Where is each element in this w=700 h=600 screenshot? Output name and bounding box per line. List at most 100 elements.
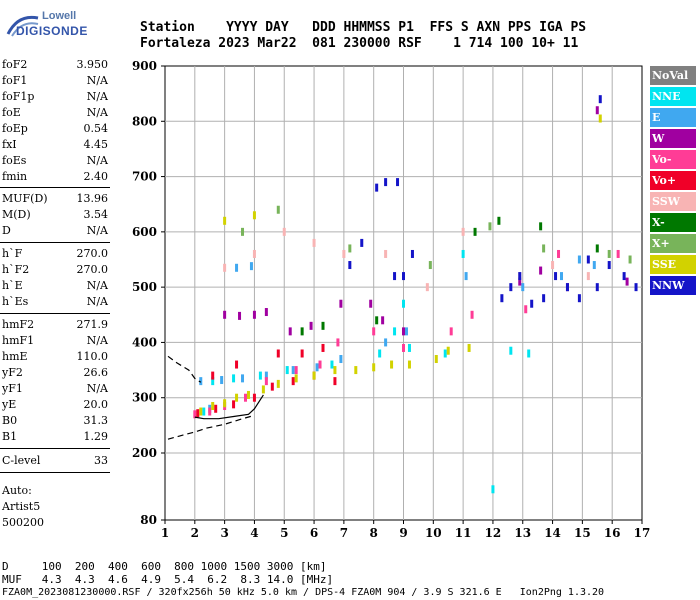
echo-point bbox=[208, 407, 212, 416]
profile-curve-dashed-upper bbox=[167, 355, 202, 383]
echo-point bbox=[288, 327, 292, 336]
x-tick-label: 8 bbox=[370, 526, 378, 540]
param-name: hmE bbox=[2, 350, 28, 363]
param-name: foF2 bbox=[2, 58, 28, 71]
echo-point bbox=[622, 272, 626, 281]
echo-point bbox=[300, 327, 304, 336]
x-tick-label: 2 bbox=[191, 526, 199, 540]
echo-point bbox=[199, 407, 203, 416]
echo-point bbox=[425, 283, 429, 292]
echo-point bbox=[243, 393, 247, 402]
echo-point bbox=[291, 377, 295, 386]
param-value: N/A bbox=[86, 90, 108, 103]
echo-point bbox=[577, 294, 581, 303]
echo-point bbox=[470, 310, 474, 319]
logo-swoosh-icon bbox=[6, 15, 39, 37]
echo-point bbox=[598, 114, 602, 123]
distance-row: D 100 200 400 600 800 1000 1500 3000 [km… bbox=[2, 560, 327, 573]
echo-point bbox=[530, 299, 534, 308]
y-tick-label: 400 bbox=[132, 335, 157, 349]
legend-item: E bbox=[650, 108, 696, 127]
echo-point bbox=[628, 255, 632, 264]
param-value: 1.29 bbox=[83, 430, 109, 443]
echo-point bbox=[232, 400, 236, 409]
echo-point bbox=[449, 327, 453, 336]
echo-point bbox=[595, 283, 599, 292]
param-row: h`F2 270.0 bbox=[2, 263, 108, 279]
echo-point bbox=[321, 321, 325, 330]
echo-point bbox=[348, 244, 352, 253]
param-name: M(D) bbox=[2, 208, 31, 221]
header-line-1: Station YYYY DAY DDD HHMMSS P1 FFS S AXN… bbox=[140, 20, 587, 35]
param-row: h`Es N/A bbox=[2, 295, 108, 311]
echo-point bbox=[318, 360, 322, 369]
param-value: 31.3 bbox=[83, 414, 109, 427]
echo-point bbox=[491, 485, 495, 494]
echo-point bbox=[372, 363, 376, 372]
param-name: foF1 bbox=[2, 74, 28, 87]
param-name: B1 bbox=[2, 430, 18, 443]
legend-item: Vo+ bbox=[650, 171, 696, 190]
echo-point bbox=[428, 261, 432, 270]
echo-point bbox=[276, 379, 280, 388]
param-name: fmin bbox=[2, 170, 28, 183]
param-row: fmin 2.40 bbox=[2, 170, 108, 186]
echo-point bbox=[524, 305, 528, 314]
echo-point bbox=[264, 308, 268, 317]
y-axis-ticks: 80 200 300 400 500 600 700 800 900 bbox=[132, 59, 165, 527]
param-value: 270.0 bbox=[76, 263, 109, 276]
echo-point bbox=[542, 244, 546, 253]
param-value: 2.40 bbox=[83, 170, 109, 183]
param-value: 13.96 bbox=[76, 192, 109, 205]
profile-curve-dashed-lower bbox=[167, 414, 255, 440]
echo-point bbox=[220, 376, 224, 385]
echo-point bbox=[276, 349, 280, 358]
echo-point bbox=[539, 266, 543, 275]
auto-scaling-line1: Auto: bbox=[2, 484, 32, 497]
echo-point bbox=[634, 283, 638, 292]
echo-point bbox=[339, 355, 343, 364]
param-value: N/A bbox=[86, 279, 108, 292]
echo-point bbox=[509, 346, 513, 355]
x-tick-label: 11 bbox=[455, 526, 472, 540]
echo-point bbox=[625, 277, 629, 286]
echo-point bbox=[252, 211, 256, 220]
echo-point bbox=[396, 178, 400, 187]
x-tick-label: 13 bbox=[514, 526, 531, 540]
param-name: D bbox=[2, 224, 11, 237]
param-value: N/A bbox=[86, 74, 108, 87]
x-tick-label: 15 bbox=[574, 526, 591, 540]
panel-divider bbox=[0, 242, 110, 243]
echo-points bbox=[193, 95, 638, 494]
profile-curves bbox=[167, 355, 264, 440]
y-tick-label: 800 bbox=[132, 114, 157, 128]
echo-point bbox=[402, 343, 405, 352]
x-tick-label: 3 bbox=[220, 526, 228, 540]
legend-item: Vo- bbox=[650, 150, 696, 169]
param-row: B0 31.3 bbox=[2, 414, 108, 430]
echo-point bbox=[560, 272, 564, 281]
echo-point bbox=[309, 321, 313, 330]
echo-point bbox=[264, 371, 268, 380]
y-tick-label: 200 bbox=[132, 446, 157, 460]
legend-item: NNE bbox=[650, 87, 696, 106]
echo-point bbox=[598, 95, 602, 104]
echo-point bbox=[241, 374, 245, 383]
echo-point bbox=[223, 216, 227, 225]
echo-point bbox=[384, 338, 388, 347]
panel-divider bbox=[0, 313, 110, 314]
param-name: fxI bbox=[2, 138, 17, 151]
echo-point bbox=[246, 390, 250, 399]
param-value: N/A bbox=[86, 224, 108, 237]
echo-point bbox=[291, 366, 295, 375]
echo-point bbox=[407, 343, 411, 352]
x-tick-label: 17 bbox=[634, 526, 651, 540]
param-row: foF2 3.950 bbox=[2, 58, 108, 74]
echo-point bbox=[312, 238, 316, 247]
x-tick-label: 10 bbox=[425, 526, 442, 540]
echo-point bbox=[443, 349, 447, 358]
echo-point bbox=[372, 327, 376, 336]
echo-point bbox=[542, 294, 546, 303]
x-tick-label: 6 bbox=[310, 526, 318, 540]
